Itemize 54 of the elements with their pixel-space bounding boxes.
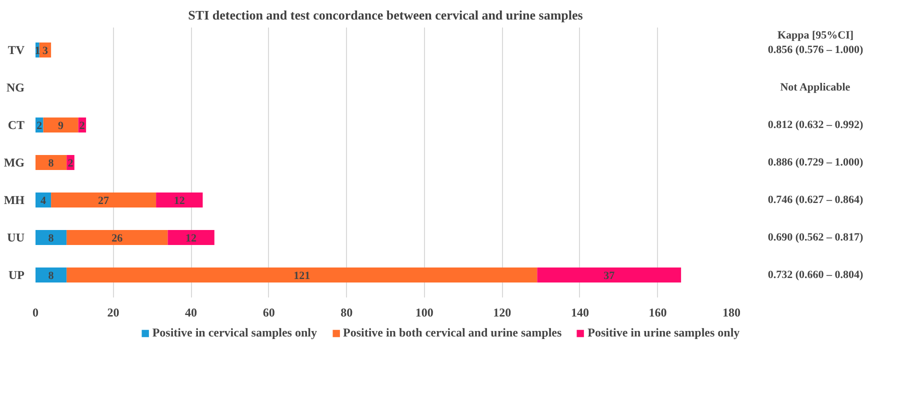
legend-label: Positive in both cervical and urine samples	[342, 326, 562, 340]
data-label: 3	[42, 45, 48, 57]
bar	[36, 230, 67, 245]
data-label: 121	[294, 270, 310, 282]
y-tick-label: NG	[6, 80, 24, 94]
x-tick-label: 20	[107, 306, 120, 320]
x-tick-label: 180	[722, 306, 740, 320]
text: Not Applicable	[780, 82, 850, 94]
bar	[156, 192, 203, 208]
x-tick-label: 80	[340, 306, 353, 320]
x-tick-label: 140	[570, 306, 589, 320]
y-tick-label: UU	[7, 230, 25, 244]
bar	[66, 230, 168, 245]
x-tick-label: 120	[493, 306, 512, 320]
data-label: 2	[68, 158, 74, 170]
y-tick-label: TV	[8, 43, 25, 57]
y-tick-label: MG	[4, 156, 25, 170]
data-label: 4	[40, 195, 47, 207]
legend-label: Positive in urine samples only	[588, 326, 740, 340]
data-label: 8	[48, 232, 54, 244]
x-tick-label: 100	[415, 306, 434, 320]
x-tick-label: 40	[185, 306, 198, 320]
y-tick-label: MH	[4, 193, 26, 207]
data-label: 27	[98, 195, 110, 207]
bar	[43, 118, 78, 132]
x-tick-label: 160	[648, 306, 667, 320]
data-label: 9	[58, 120, 64, 132]
text: 0.732 (0.660 – 0.804)	[768, 269, 864, 281]
y-tick-label: UP	[8, 268, 25, 282]
data-label: 12	[186, 232, 198, 244]
bar	[36, 268, 67, 282]
text: 0.812 (0.632 – 0.992)	[768, 119, 864, 131]
text: Kappa [95%CI]	[777, 29, 854, 42]
text: 0.746 (0.627 – 0.864)	[768, 194, 864, 206]
data-label: 12	[174, 195, 186, 207]
text: 0.690 (0.562 – 0.817)	[768, 232, 864, 244]
bar	[66, 268, 538, 282]
legend-label: Positive in cervical samples only	[152, 326, 317, 340]
data-label: 37	[604, 270, 616, 282]
text: 0.886 (0.729 – 1.000)	[768, 156, 864, 168]
chart-title: STI detection and test concordance between cervical and urine samples	[188, 8, 583, 22]
x-tick-label: 60	[262, 306, 275, 320]
text: 0.856 (0.576 – 1.000)	[768, 44, 864, 56]
bar	[537, 268, 682, 282]
data-label: 26	[112, 232, 124, 244]
y-tick-label: CT	[8, 118, 24, 132]
bar	[36, 155, 67, 170]
data-label: 8	[48, 270, 54, 282]
x-tick-label: 0	[32, 306, 38, 320]
bar	[168, 230, 214, 245]
data-label: 2	[36, 120, 43, 132]
bar	[51, 192, 156, 208]
data-label: 2	[79, 120, 86, 132]
data-label: 8	[48, 158, 54, 170]
